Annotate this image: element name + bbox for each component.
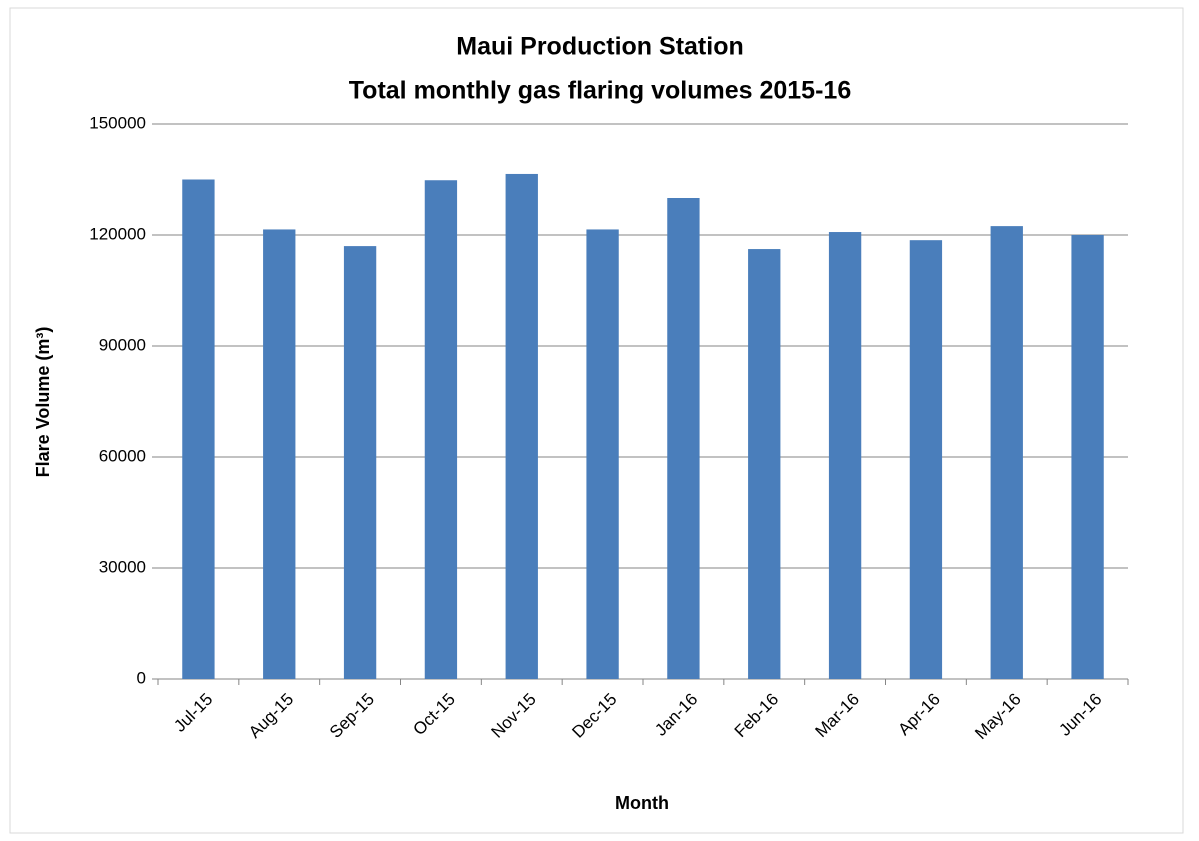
x-axis-title: Month — [615, 793, 669, 813]
bar — [1071, 235, 1104, 679]
bar — [667, 198, 700, 679]
bar — [748, 249, 781, 679]
chart-title: Maui Production Station — [456, 33, 744, 61]
y-tick-label: 30000 — [99, 557, 146, 576]
bar — [182, 179, 215, 679]
bar — [909, 240, 943, 679]
bar — [828, 232, 862, 680]
y-tick-label: 90000 — [99, 335, 146, 354]
bar — [343, 246, 377, 679]
y-axis-title: Flare Volume (m³) — [33, 327, 53, 478]
y-tick-label: 60000 — [99, 446, 146, 465]
bar — [505, 173, 538, 679]
y-tick-label: 120000 — [89, 224, 146, 243]
bar — [424, 180, 458, 680]
y-tick-label: 150000 — [89, 113, 146, 132]
bar — [990, 226, 1023, 679]
bar — [263, 229, 296, 679]
bar — [586, 229, 619, 679]
y-tick-label: 0 — [137, 668, 146, 687]
chart-subtitle: Total monthly gas flaring volumes 2015-1… — [349, 77, 851, 105]
